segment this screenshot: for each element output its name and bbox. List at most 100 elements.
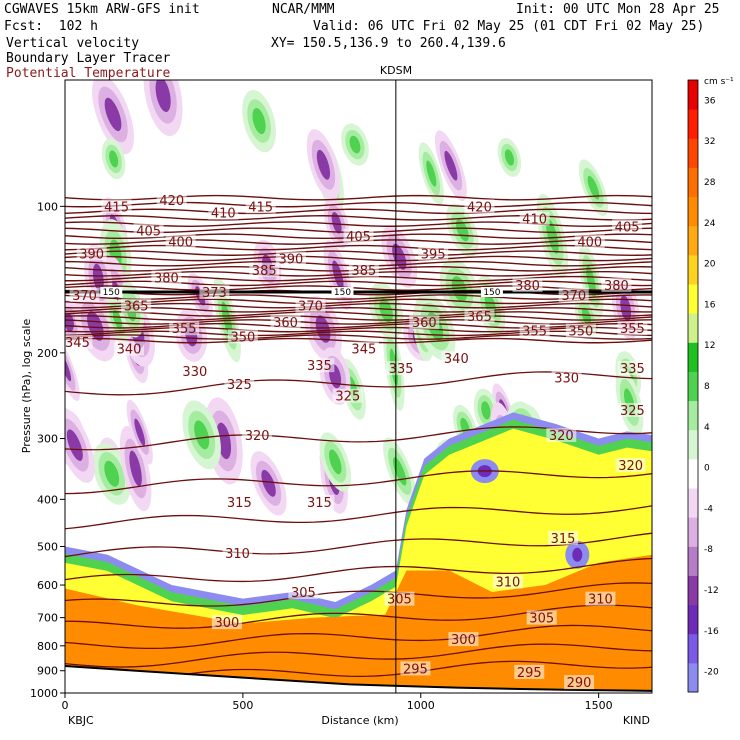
theta-contour-label: 335	[307, 359, 332, 374]
theta-label-bg	[295, 298, 326, 313]
theta-contour-label: 340	[444, 352, 469, 367]
theta-contour	[65, 624, 652, 650]
w-blob-core	[65, 313, 74, 332]
colorbar-swatch	[688, 167, 698, 198]
theta-contour-label: 395	[421, 248, 446, 263]
y-tick-label: 1000	[30, 687, 58, 700]
x-tick-label: 1500	[585, 699, 613, 712]
theta-label-bg	[156, 192, 187, 207]
y-tick-label: 800	[37, 640, 58, 653]
theta-contour-label: 380	[604, 279, 629, 294]
colorbar-swatch	[688, 80, 698, 110]
theta-label-bg	[165, 234, 196, 249]
theta-label-bg	[441, 351, 472, 366]
theta-contour-label: 405	[615, 220, 640, 235]
theta-contour-label: 315	[227, 496, 252, 511]
theta-contour-label: 330	[182, 365, 207, 380]
theta-contour	[65, 208, 652, 215]
colorbar-frame	[687, 79, 699, 693]
theta-contour-label: 305	[529, 612, 554, 627]
theta-label-bg	[514, 664, 545, 679]
w-blob	[119, 425, 152, 512]
tracer-orange	[65, 554, 652, 693]
w-blob-core	[129, 450, 142, 487]
theta-label-bg	[512, 277, 543, 292]
theta-label-bg	[464, 308, 495, 323]
y-tick-label: 700	[37, 612, 58, 625]
theta-contour-label: 310	[225, 547, 250, 562]
theta-label-bg	[249, 262, 280, 277]
theta-contour-label: 300	[214, 616, 239, 631]
colorbar-swatch	[688, 371, 698, 402]
theta-contour	[65, 298, 652, 305]
theta-contour-label: 405	[136, 224, 161, 239]
theta-label-bg	[288, 584, 319, 599]
theta-label-bg	[222, 545, 253, 560]
theta-label-bg	[114, 341, 145, 356]
theta-contour-label: 335	[389, 362, 414, 377]
colorbar-swatch	[688, 488, 698, 518]
theta-label-bg	[400, 661, 431, 676]
theta-label-bg	[275, 251, 306, 266]
theta-contour-label: 400	[577, 235, 602, 250]
theta-contour-label: 320	[549, 429, 574, 444]
theta-contour	[65, 250, 652, 256]
theta-contour	[65, 582, 652, 607]
theta-contour-label: 380	[154, 271, 179, 286]
theta-label-bg	[418, 246, 449, 261]
y-axis-title: Pressure (hPa), log scale	[20, 319, 33, 454]
theta-contour	[65, 319, 652, 325]
theta-contour	[65, 470, 652, 495]
theta-contour-label: 315	[307, 496, 332, 511]
w-blob-core	[66, 429, 83, 461]
colorbar-swatch	[688, 429, 698, 460]
colorbar-label: -4	[704, 504, 713, 514]
theta-label-bg	[211, 615, 242, 630]
x-tick-label: 1000	[407, 699, 435, 712]
terrain	[65, 665, 652, 693]
w-blob-core	[104, 97, 122, 132]
colorbar-label: 32	[704, 137, 715, 147]
theta-label-bg	[519, 323, 550, 338]
theta-label-bg	[617, 361, 648, 376]
y-tick-label: 100	[37, 200, 58, 213]
theta-label-bg	[227, 329, 258, 344]
theta-contour	[65, 505, 652, 530]
w-blob-core	[331, 212, 342, 234]
theta-label-bg	[612, 219, 643, 234]
theta-label-bg	[492, 574, 523, 589]
tropopause-label: 150	[103, 288, 120, 298]
w-blob-core	[315, 315, 331, 343]
theta-contour-label: 325	[620, 404, 645, 419]
colorbar-swatch	[688, 138, 698, 168]
cross-section-endpoints: XY= 150.5,136.9 to 260.4,139.6	[271, 36, 506, 51]
theta-contour-label: 385	[252, 264, 277, 279]
colorbar-unit: cm s⁻¹	[704, 77, 734, 87]
theta-label-bg	[551, 370, 582, 385]
theta-contour-label: 365	[124, 300, 149, 315]
theta-contour-label: 405	[346, 230, 371, 245]
theta-contour-label: 310	[496, 575, 521, 590]
w-blob-core	[112, 309, 122, 330]
w-blob-core	[155, 80, 171, 113]
w-blob-core	[194, 420, 210, 450]
colorbar-swatch	[688, 458, 698, 489]
theta-label-bg	[585, 591, 616, 606]
w-blob-core	[92, 263, 104, 292]
theta-contour-label: 420	[159, 194, 184, 209]
theta-label-bg	[348, 341, 379, 356]
plot-area: 150 150 150 415 420 410 415 420 410 405 390 405 400 3…	[65, 80, 652, 693]
w-blob	[341, 123, 369, 166]
theta-contour-label: 385	[351, 264, 376, 279]
w-blob	[250, 451, 287, 516]
theta-contour-label: 320	[618, 459, 643, 474]
y-tick-label: 400	[37, 493, 58, 506]
theta-label-bg	[384, 591, 415, 606]
theta-contour-label: 305	[387, 593, 412, 608]
w-blob	[578, 159, 609, 216]
theta-contour-label: 370	[72, 289, 97, 304]
theta-contour-label: 340	[117, 343, 142, 358]
colorbar-label: 4	[704, 423, 710, 433]
theta-contour-label: 350	[568, 325, 593, 340]
